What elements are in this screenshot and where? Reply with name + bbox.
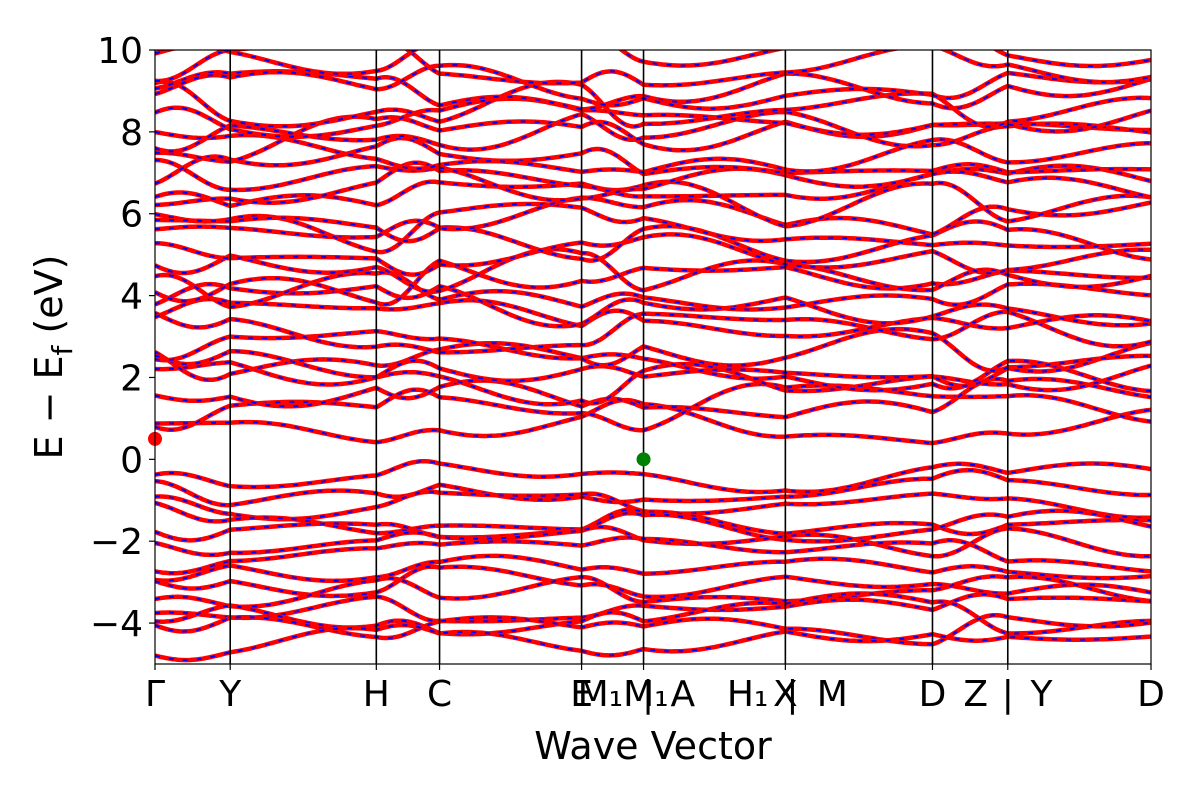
valence-band-12-spin-down: [155, 614, 1151, 646]
conduction-band-27-spin-up: [155, 62, 1151, 111]
x-tick-label-12: D: [919, 674, 947, 715]
y-tick-label-1: −2: [90, 522, 143, 563]
y-tick-label-5: 6: [120, 195, 143, 236]
x-tick-label-9: X: [773, 674, 798, 715]
conduction-band-21-spin-down: [155, 131, 1151, 174]
conduction-band-24-spin-down: [155, 97, 1151, 138]
high-symmetry-lines: [229, 50, 1009, 664]
x-tick-label-1: Y: [218, 674, 242, 715]
x-tick-label-11: M: [817, 674, 848, 715]
valence-band-13-spin-down: [155, 624, 1151, 662]
valence-band-7-spin-down: [155, 554, 1151, 582]
x-tick-label-14: |: [1002, 674, 1014, 715]
conduction-band-5-spin-up: [155, 340, 1151, 389]
valence-band-11-spin-up: [155, 591, 1151, 637]
conduction-band-10-spin-down: [155, 271, 1151, 311]
conduction-band-20-spin-down: [155, 137, 1151, 185]
valence-band-2-spin-down: [155, 490, 1151, 521]
valence-band-6-spin-up: [155, 535, 1151, 576]
conduction-band-12-spin-down: [155, 248, 1151, 293]
conduction-band-0-spin-down: [155, 399, 1151, 445]
valence-band-0-spin-down: [155, 460, 1151, 493]
conduction-band-13-spin-up: [155, 232, 1151, 277]
y-tick-label-2: 0: [120, 440, 143, 481]
valence-band-3-spin-down: [155, 502, 1151, 535]
conduction-band-15-spin-down: [155, 203, 1151, 254]
x-tick-label-13: Z: [963, 674, 988, 715]
valence-band-4-spin-down: [155, 509, 1151, 543]
x-tick-label-7: A: [671, 674, 696, 715]
x-tick-label-5: M₁M₁: [578, 674, 669, 715]
conduction-band-4-spin-down: [155, 342, 1151, 393]
y-tick-label-0: −4: [90, 604, 143, 645]
conduction-band-19-spin-down: [155, 159, 1151, 202]
x-axis-label: Wave Vector: [534, 724, 772, 768]
conduction-band-8-spin-up: [155, 296, 1151, 339]
conduction-band-6-spin-down: [155, 328, 1151, 372]
plot-area: [148, 49, 1152, 665]
x-tick-label-8: H₁: [727, 674, 769, 715]
conduction-band-16-spin-up: [155, 195, 1151, 244]
conduction-band-14-spin-up: [155, 218, 1151, 265]
y-tick-label-4: 4: [120, 277, 143, 318]
conduction-band-9-spin-up: [155, 281, 1151, 329]
y-axis-label-main: E − E: [27, 355, 71, 459]
x-tick-label-15: Y: [1029, 674, 1053, 715]
valence-band-10-spin-down: [155, 593, 1151, 623]
x-tick-label-16: D: [1137, 674, 1165, 715]
x-tick-label-6: |: [642, 674, 654, 715]
conduction-band-11-spin-down: [155, 259, 1151, 306]
y-axis-label-subscript: f: [46, 344, 79, 355]
x-tick-label-2: H: [363, 674, 390, 715]
valence-band-1-spin-down: [155, 469, 1151, 507]
vbm-marker: [636, 452, 651, 467]
y-axis-label: E − Ef (eV): [27, 255, 79, 460]
band-lines: [155, 50, 1151, 663]
x-tick-label-10: |: [786, 674, 798, 715]
conduction-band-7-spin-up: [155, 309, 1151, 355]
y-tick-label-7: 10: [97, 31, 143, 72]
y-tick-label-3: 2: [120, 358, 143, 399]
y-tick-label-6: 8: [120, 113, 143, 154]
conduction-band-25-spin-down: [155, 80, 1151, 128]
conduction-band-7-spin-down: [155, 310, 1151, 354]
y-axis-label-unit: (eV): [27, 255, 71, 346]
x-tick-label-0: Γ: [145, 674, 165, 715]
plot-frame: [154, 49, 1152, 665]
conduction-band-2-spin-down: [155, 378, 1151, 419]
conduction-band-1-spin-down: [155, 382, 1151, 432]
conduction-band-29-spin-up: [155, 50, 1151, 77]
x-tick-label-3: C: [427, 674, 452, 715]
x-tick-label-4: E: [570, 674, 593, 715]
conduction-band-28-spin-down: [155, 50, 1151, 87]
valence-band-9-spin-up: [155, 574, 1151, 610]
y-axis: −4 −2 0 2 4 6 8 10: [90, 31, 155, 645]
